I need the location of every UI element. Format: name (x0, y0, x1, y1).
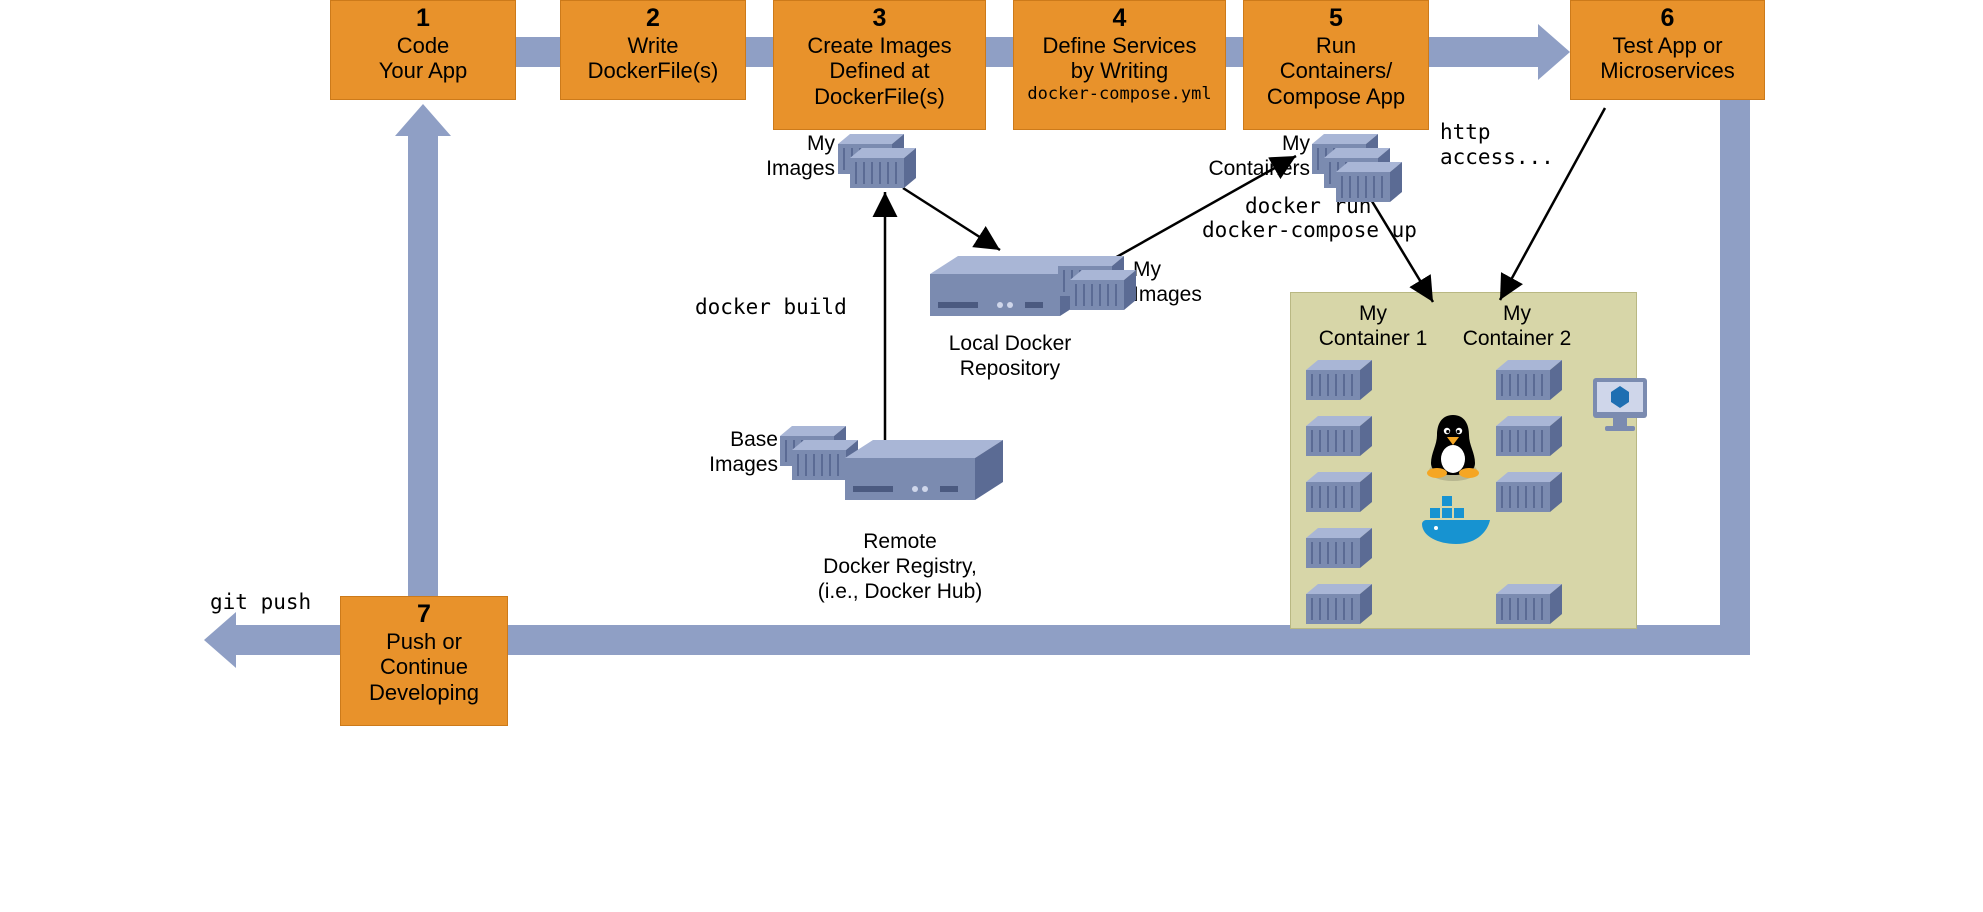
step-line: Write (567, 33, 739, 59)
step-line: Microservices (1577, 58, 1758, 84)
step-6: 6 Test App or Microservices (1570, 0, 1765, 100)
label-docker-run: docker run (1245, 194, 1445, 219)
label-docker-compose-up: docker-compose up (1202, 218, 1462, 243)
flow-arrow-up-to-step1 (408, 136, 438, 596)
step-4: 4 Define Services by Writing docker-comp… (1013, 0, 1226, 130)
label-my-images-top: My Images (755, 132, 835, 182)
flow-arrow-top-head (1538, 24, 1570, 80)
step-line: Run (1250, 33, 1422, 59)
step-line: Define Services (1020, 33, 1219, 59)
arrow-images-down (903, 188, 1000, 250)
container-icon (1070, 270, 1136, 310)
server-icon (845, 440, 1003, 500)
container-icon (792, 440, 858, 480)
container-icon (850, 148, 916, 188)
step-line: by Writing (1020, 58, 1219, 84)
label-base-images: Base Images (688, 428, 778, 478)
label-my-container-2: My Container 2 (1452, 302, 1582, 352)
step-line: Your App (337, 58, 509, 84)
step-line: Developing (347, 680, 501, 706)
flow-arrow-gitpush (236, 625, 340, 655)
step-line: DockerFile(s) (780, 84, 979, 110)
docker-workflow-diagram: 1 Code Your App 2 Write DockerFile(s) 3 … (200, 0, 1783, 728)
step-number: 7 (347, 601, 501, 629)
label-git-push: git push (210, 590, 330, 615)
step-2: 2 Write DockerFile(s) (560, 0, 746, 100)
flow-arrow-up-head (395, 104, 451, 136)
label-docker-build: docker build (695, 295, 875, 320)
step-number: 3 (780, 5, 979, 33)
step-5: 5 Run Containers/ Compose App (1243, 0, 1429, 130)
label-my-containers: My Containers (1200, 132, 1310, 182)
container-icon (838, 134, 904, 174)
label-my-container-1: My Container 1 (1308, 302, 1438, 352)
flow-arrow-right-down (1720, 100, 1750, 655)
step-1: 1 Code Your App (330, 0, 516, 100)
step-line: Defined at (780, 58, 979, 84)
step-7: 7 Push or Continue Developing (340, 596, 508, 726)
server-icon (930, 256, 1088, 316)
step-line: Push or (347, 629, 501, 655)
flow-arrow-gitpush-head (204, 612, 236, 668)
container-icon (1058, 256, 1124, 296)
step-number: 5 (1250, 5, 1422, 33)
label-my-images-local: My Images (1133, 258, 1223, 308)
container-icon (1324, 148, 1390, 188)
step-line: Code (337, 33, 509, 59)
step-mono: docker-compose.yml (1020, 84, 1219, 104)
step-line: DockerFile(s) (567, 58, 739, 84)
step-line: Continue (347, 654, 501, 680)
label-http-access: http access... (1440, 120, 1570, 170)
step-line: Compose App (1250, 84, 1422, 110)
flow-arrow-bottom (508, 625, 1750, 655)
step-number: 1 (337, 5, 509, 33)
step-number: 2 (567, 5, 739, 33)
container-icon (1312, 134, 1378, 174)
step-line: Create Images (780, 33, 979, 59)
label-remote-registry: Remote Docker Registry, (i.e., Docker Hu… (790, 530, 1010, 604)
container-icon (780, 426, 846, 466)
step-line: Test App or (1577, 33, 1758, 59)
step-line: Containers/ (1250, 58, 1422, 84)
label-local-repo: Local Docker Repository (910, 332, 1110, 382)
step-3: 3 Create Images Defined at DockerFile(s) (773, 0, 986, 130)
step-number: 6 (1577, 5, 1758, 33)
step-number: 4 (1020, 5, 1219, 33)
